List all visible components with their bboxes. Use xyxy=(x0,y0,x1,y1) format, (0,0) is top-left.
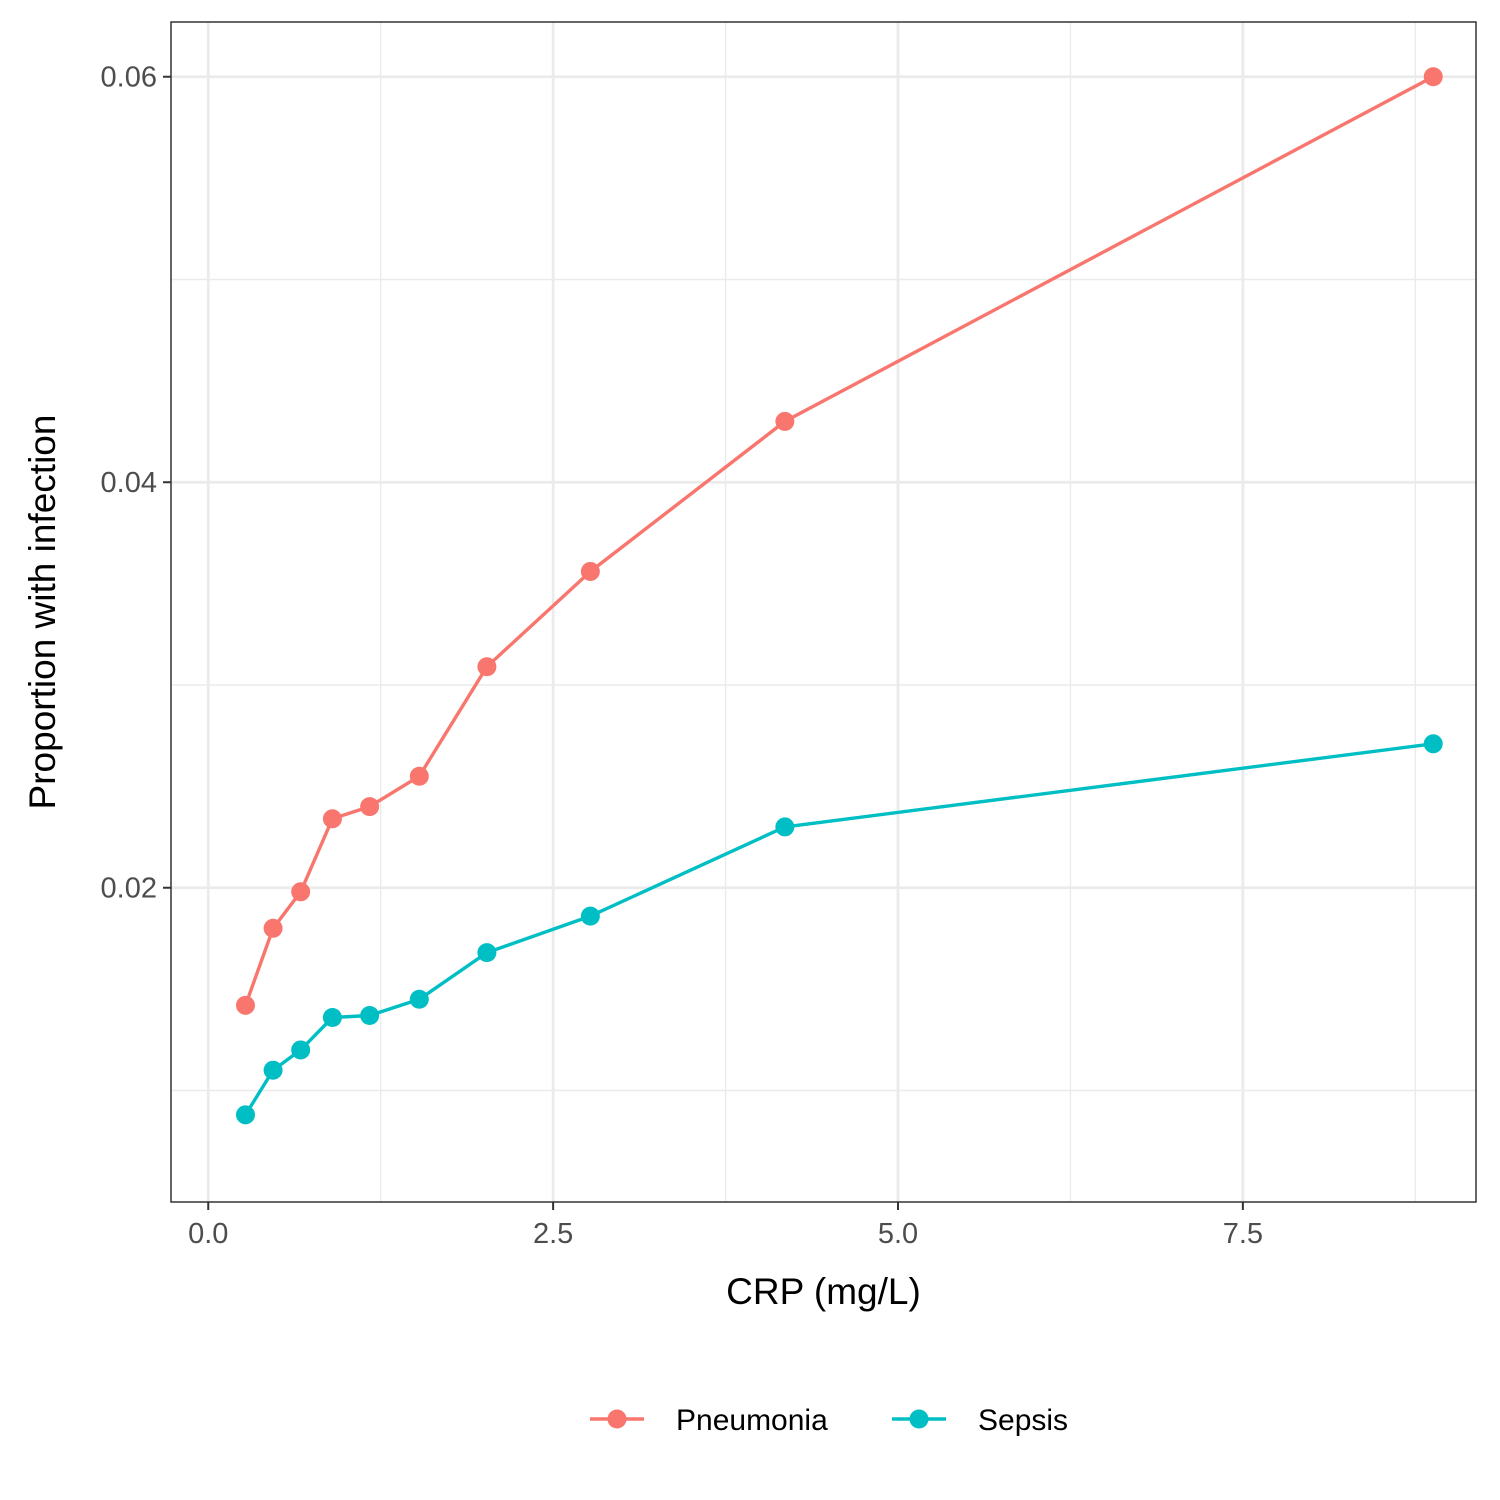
sepsis-line xyxy=(244,742,1434,1116)
sepsis-point xyxy=(477,943,497,963)
minor-gridlines xyxy=(171,22,1476,1202)
x-axis-title: CRP (mg/L) xyxy=(726,1271,921,1312)
sepsis-point xyxy=(291,1040,311,1060)
pneumonia-point xyxy=(291,882,311,902)
legend-key-point xyxy=(909,1409,929,1429)
sepsis-point xyxy=(360,1005,380,1025)
pneumonia-point xyxy=(1423,67,1443,87)
x-tick-label: 0.0 xyxy=(188,1218,228,1250)
axis-ticks xyxy=(163,75,1244,1210)
sepsis-point xyxy=(775,817,795,837)
series-sepsis xyxy=(235,734,1443,1125)
pneumonia-point xyxy=(360,797,380,817)
series-pneumonia xyxy=(235,67,1443,1015)
pneumonia-point xyxy=(477,657,497,677)
legend: Pneumonia Sepsis xyxy=(590,1404,1068,1437)
sepsis-point xyxy=(322,1007,342,1027)
pneumonia-point xyxy=(263,918,283,938)
tick-labels: 0.0 2.5 5.0 7.5 0.02 0.04 0.06 xyxy=(101,62,1263,1250)
major-gridlines xyxy=(171,22,1476,1202)
legend-item-sepsis: Sepsis xyxy=(892,1404,1068,1437)
pneumonia-point xyxy=(322,809,342,829)
sepsis-point xyxy=(1423,734,1443,754)
x-tick-label: 2.5 xyxy=(533,1218,573,1250)
pneumonia-point xyxy=(235,995,255,1015)
sepsis-point xyxy=(263,1060,283,1080)
legend-label: Pneumonia xyxy=(676,1404,828,1437)
sepsis-point xyxy=(235,1105,255,1125)
pneumonia-point xyxy=(409,766,429,786)
pneumonia-point xyxy=(580,561,600,581)
series-layer xyxy=(235,67,1443,1125)
pneumonia-point xyxy=(775,411,795,431)
x-tick-label: 5.0 xyxy=(878,1218,918,1250)
sepsis-point xyxy=(409,989,429,1009)
y-axis-title: Proportion with infection xyxy=(22,415,63,810)
x-tick-label: 7.5 xyxy=(1223,1218,1263,1250)
panel-border xyxy=(170,21,1477,1203)
legend-key-point xyxy=(607,1409,627,1429)
legend-label: Sepsis xyxy=(978,1404,1068,1437)
y-tick-label: 0.02 xyxy=(101,873,157,905)
sepsis-point xyxy=(580,906,600,926)
pneumonia-line xyxy=(243,75,1434,1006)
legend-item-pneumonia: Pneumonia xyxy=(590,1404,828,1437)
y-tick-label: 0.04 xyxy=(101,467,157,499)
y-tick-label: 0.06 xyxy=(101,62,157,94)
